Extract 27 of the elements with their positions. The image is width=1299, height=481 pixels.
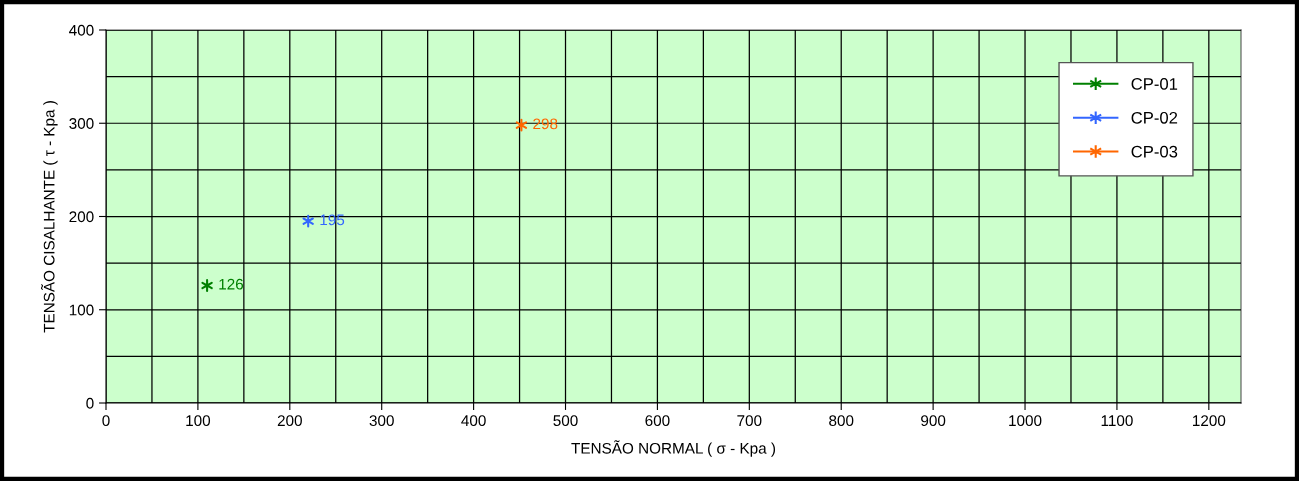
data-label: 126 bbox=[219, 278, 244, 290]
x-tick-label: 400 bbox=[461, 415, 486, 427]
x-tick-label: 300 bbox=[369, 415, 394, 427]
x-axis-title: TENSÃO NORMAL ( σ - Kpa ) bbox=[571, 440, 776, 457]
point bbox=[302, 214, 314, 228]
x-tick-label: 700 bbox=[737, 415, 762, 427]
y-tick-label: 200 bbox=[69, 211, 94, 223]
legend-label: CP-02 bbox=[1131, 111, 1178, 124]
x-tick-label: 1100 bbox=[1101, 415, 1133, 427]
point bbox=[201, 279, 213, 292]
x-tick-label: 1000 bbox=[1009, 415, 1042, 427]
legend-label: CP-03 bbox=[1131, 145, 1178, 158]
legend-label: CP-01 bbox=[1131, 78, 1178, 90]
x-tick-label: 0 bbox=[102, 415, 110, 427]
point bbox=[515, 118, 528, 132]
x-tick-label: 900 bbox=[921, 415, 946, 427]
x-tick-label: 100 bbox=[186, 415, 211, 427]
x-tick-label: 200 bbox=[277, 415, 302, 427]
x-tick-label: 1200 bbox=[1193, 415, 1226, 427]
x-tick-label: 800 bbox=[829, 415, 854, 427]
y-tick-label: 400 bbox=[69, 24, 94, 36]
x-tick-label: 600 bbox=[645, 415, 670, 427]
y-axis-title: TENSÃO CISALHANTE ( τ - Kpa ) bbox=[41, 101, 58, 333]
y-tick-label: 300 bbox=[69, 118, 94, 129]
y-tick-label: 0 bbox=[86, 397, 94, 409]
y-tick-label: 100 bbox=[69, 304, 94, 316]
x-tick-label: 500 bbox=[553, 415, 578, 427]
